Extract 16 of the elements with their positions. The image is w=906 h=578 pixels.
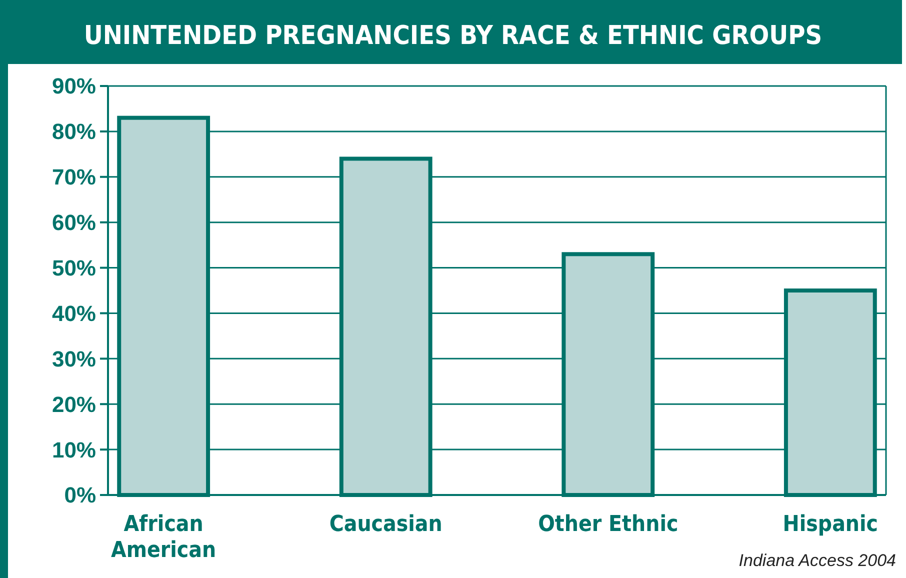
y-tick-label: 70% <box>52 164 96 190</box>
y-tick-label: 50% <box>52 255 96 280</box>
y-tick-label: 10% <box>52 437 96 462</box>
y-tick-label: 80% <box>52 119 96 144</box>
x-tick-label: Hispanic <box>782 512 878 537</box>
x-tick-label: African American <box>111 512 216 563</box>
y-tick-label: 90% <box>52 74 96 99</box>
text: Indiana Access 2004 <box>738 551 896 570</box>
y-tick-label: 60% <box>52 210 96 236</box>
x-tick-label: Caucasian <box>329 512 442 537</box>
x-tick-label: Other Ethnic <box>538 512 678 537</box>
chart-title: UNINTENDED PREGNANCIES BY RACE & ETHNIC GROUPS <box>84 21 822 51</box>
y-tick-label: 0% <box>64 482 96 508</box>
y-tick-label: 20% <box>52 392 96 417</box>
y-tick-label: 30% <box>52 346 96 372</box>
y-tick-label: 40% <box>52 300 96 326</box>
